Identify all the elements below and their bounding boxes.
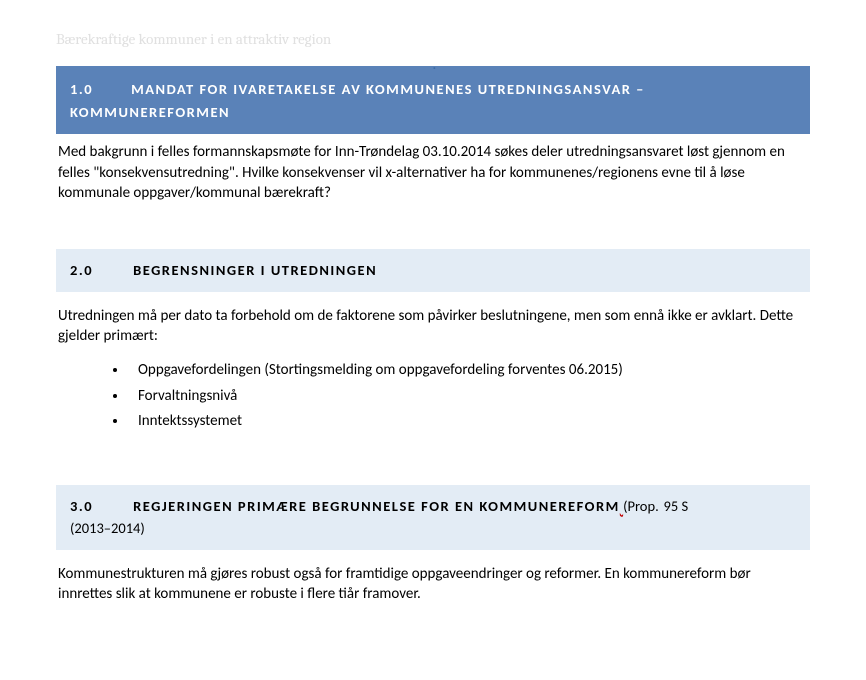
section-3-ref-label: (Prop. — [623, 497, 659, 515]
list-item: Oppgavefordelingen (Stortingsmelding om … — [128, 358, 810, 384]
document-page: Bærekraftige kommuner i en attraktiv reg… — [0, 0, 866, 624]
section-2-number: 2.0 — [70, 261, 93, 279]
list-item: Forvaltningsnivå — [128, 384, 810, 410]
page-header: Bærekraftige kommuner i en attraktiv reg… — [56, 30, 810, 48]
section-3-body: Kommunestrukturen må gjøres robust også … — [56, 564, 810, 605]
list-item: Inntektssystemet — [128, 409, 810, 435]
section-1-body: Med bakgrunn i felles formannskapsmøte f… — [56, 142, 810, 203]
section-2-body: Utredningen må per dato ta forbehold om … — [56, 306, 810, 347]
section-2-bullet-list: Oppgavefordelingen (Stortingsmelding om … — [128, 358, 810, 435]
section-1-heading: · 1.0MANDAT FOR IVARETAKELSE AV KOMMUNEN… — [56, 66, 810, 134]
section-1-number: 1.0 — [70, 80, 93, 98]
section-3-ref-rest: 95 S — [664, 497, 689, 515]
section-2-title: BEGRENSNINGER I UTREDNINGEN — [133, 261, 377, 279]
section-1-title: MANDAT FOR IVARETAKELSE AV KOMMUNENES UT… — [70, 80, 645, 121]
section-3-heading: 3.0 REGJERINGEN PRIMÆRE BEGRUNNELSE FOR E… — [56, 485, 810, 550]
section-3-number: 3.0 — [70, 497, 93, 515]
formatting-mark: · — [433, 60, 437, 76]
section-3-title: REGJERINGEN PRIMÆRE BEGRUNNELSE FOR EN K… — [133, 497, 620, 515]
section-3-years: (2013–2014) — [70, 519, 145, 537]
section-2-heading: 2.0 BEGRENSNINGER I UTREDNINGEN — [56, 249, 810, 291]
